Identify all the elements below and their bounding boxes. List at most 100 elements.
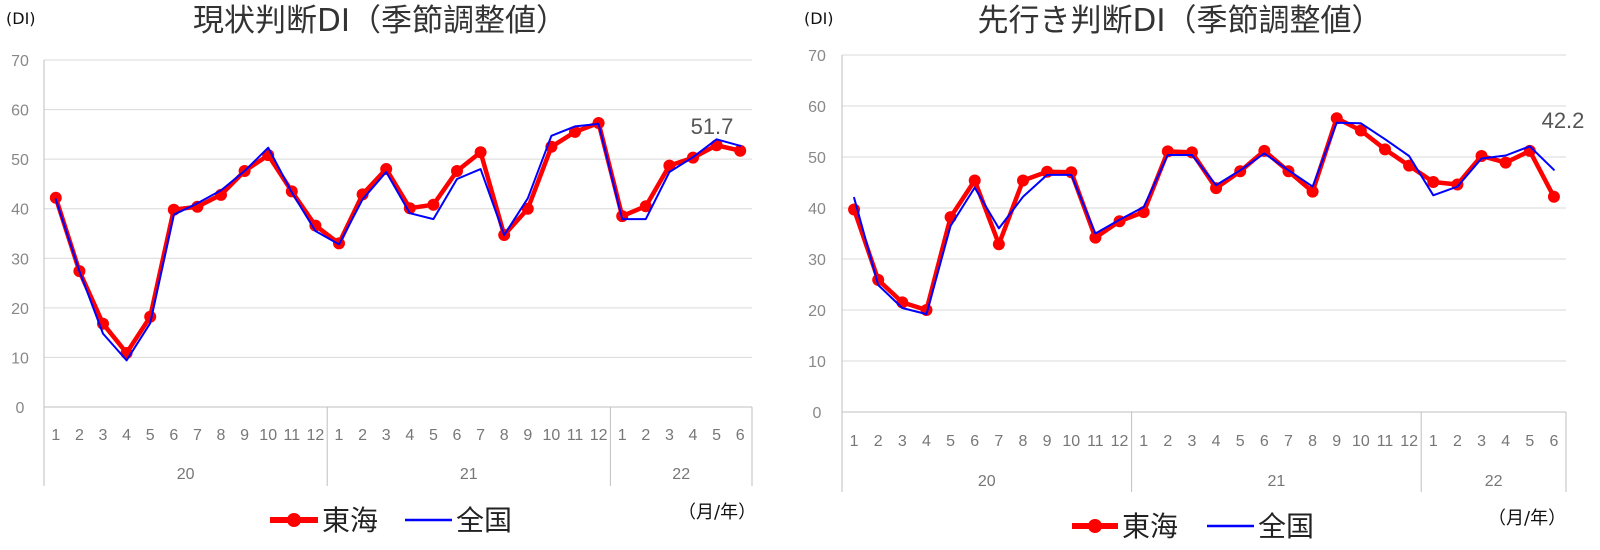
data-point-tokai bbox=[474, 146, 487, 159]
x-tick-label: 5 bbox=[429, 427, 438, 444]
y-tick-label: 20 bbox=[808, 303, 826, 320]
x-tick-label: 1 bbox=[335, 427, 344, 444]
x-tick-label: 10 bbox=[543, 427, 561, 444]
x-tick-label: 5 bbox=[1525, 433, 1534, 450]
data-point-tokai bbox=[1306, 185, 1319, 198]
x-tick-label: 8 bbox=[1019, 433, 1028, 450]
x-tick-label: 4 bbox=[405, 427, 414, 444]
chart-title: 先行き判断DI（季節調整値） bbox=[977, 3, 1382, 39]
y-tick-label: 30 bbox=[11, 251, 29, 268]
x-tick-label: 3 bbox=[898, 433, 907, 450]
x-tick-label: 6 bbox=[736, 427, 745, 444]
series-line-national bbox=[54, 122, 742, 362]
legend: 東海 全国 bbox=[1072, 510, 1314, 543]
data-point-tokai bbox=[639, 200, 652, 213]
data-point-tokai bbox=[1354, 124, 1367, 137]
end-value-label: 51.7 bbox=[691, 114, 734, 139]
x-tick-label: 2 bbox=[75, 427, 84, 444]
x-tick-label: 4 bbox=[122, 427, 131, 444]
data-point-tokai bbox=[309, 219, 322, 232]
x-tick-label: 3 bbox=[1477, 433, 1486, 450]
y-tick-label: 50 bbox=[808, 150, 826, 167]
x-tick-label: 2 bbox=[1163, 433, 1172, 450]
x-tick-label: 12 bbox=[590, 427, 608, 444]
outlook-di-chart-panel: 先行き判断DI（季節調整値） (DI) 0 10 20 30 40 50 60 70 1 2 3 4 5… bbox=[800, 0, 1600, 550]
x-tick-label: 9 bbox=[240, 427, 249, 444]
x-tick-label: 4 bbox=[689, 427, 698, 444]
x-tick-label: 12 bbox=[307, 427, 325, 444]
series-line-tokai bbox=[53, 120, 743, 356]
x-axis-unit: （月/年） bbox=[1488, 508, 1566, 529]
x-tick-label: 5 bbox=[712, 427, 721, 444]
year-label: 20 bbox=[177, 466, 195, 483]
x-tick-label: 1 bbox=[850, 433, 859, 450]
data-point-tokai bbox=[944, 211, 957, 224]
x-tick-label: 6 bbox=[453, 427, 462, 444]
data-point-tokai bbox=[1379, 143, 1391, 156]
y-tick-label: 0 bbox=[813, 405, 822, 422]
y-tick-label: 0 bbox=[16, 400, 25, 417]
data-point-tokai bbox=[992, 238, 1005, 251]
y-tick-label: 60 bbox=[808, 99, 826, 116]
legend: 東海 全国 bbox=[270, 504, 512, 537]
x-tick-label: 5 bbox=[1236, 433, 1245, 450]
x-tick-label: 9 bbox=[1043, 433, 1052, 450]
data-point-tokai bbox=[1210, 182, 1223, 195]
data-point-tokai bbox=[49, 191, 62, 204]
x-tick-label: 3 bbox=[1187, 433, 1196, 450]
y-tick-label: 30 bbox=[808, 252, 826, 269]
x-tick-label: 5 bbox=[946, 433, 955, 450]
x-tick-label: 4 bbox=[1212, 433, 1221, 450]
data-point-tokai bbox=[1475, 149, 1488, 162]
year-label: 22 bbox=[1485, 473, 1503, 490]
y-tick-label: 10 bbox=[808, 354, 826, 371]
x-tick-label: 1 bbox=[1429, 433, 1438, 450]
x-tick-label: 9 bbox=[1332, 433, 1341, 450]
x-tick-label: 1 bbox=[1139, 433, 1148, 450]
legend-label-national: 全国 bbox=[1258, 510, 1314, 543]
data-point-tokai bbox=[569, 125, 581, 138]
x-tick-label: 8 bbox=[1308, 433, 1317, 450]
x-tick-label: 2 bbox=[358, 427, 367, 444]
x-tick-label: 8 bbox=[500, 427, 509, 444]
data-point-tokai bbox=[1499, 156, 1512, 169]
x-tick-label: 1 bbox=[618, 427, 627, 444]
data-point-tokai bbox=[1427, 175, 1440, 188]
data-point-tokai bbox=[380, 163, 393, 176]
data-point-tokai bbox=[1330, 112, 1343, 125]
x-tick-label: 6 bbox=[169, 427, 178, 444]
data-point-tokai bbox=[403, 202, 416, 215]
x-tick-label: 4 bbox=[1501, 433, 1510, 450]
x-tick-label: 7 bbox=[994, 433, 1003, 450]
x-tick-label: 3 bbox=[665, 427, 674, 444]
x-tick-label: 4 bbox=[922, 433, 931, 450]
y-axis-unit: (DI) bbox=[6, 9, 36, 28]
x-tick-label: 10 bbox=[1352, 433, 1370, 450]
x-tick-label: 11 bbox=[1377, 433, 1394, 450]
legend-label-tokai: 東海 bbox=[1122, 510, 1178, 543]
x-tick-label: 11 bbox=[567, 427, 584, 444]
current-di-chart-panel: 現状判断DI（季節調整値） (DI) 0 10 20 30 40 50 60 70 1 2 3 4 5 6… bbox=[0, 0, 780, 550]
x-tick-label: 6 bbox=[1260, 433, 1269, 450]
legend-label-national: 全国 bbox=[456, 504, 512, 537]
x-tick-label: 11 bbox=[1087, 433, 1104, 450]
y-tick-label: 70 bbox=[11, 53, 29, 70]
data-point-tokai bbox=[1258, 144, 1271, 157]
x-axis-unit: （月/年） bbox=[678, 502, 756, 523]
x-tick-label: 2 bbox=[874, 433, 883, 450]
year-label: 22 bbox=[672, 466, 690, 483]
year-label: 21 bbox=[460, 466, 478, 483]
x-tick-label: 3 bbox=[99, 427, 108, 444]
data-point-tokai bbox=[427, 198, 440, 211]
y-tick-label: 40 bbox=[808, 201, 826, 218]
data-point-tokai bbox=[896, 296, 909, 309]
x-tick-label: 5 bbox=[146, 427, 155, 444]
data-point-tokai bbox=[451, 165, 463, 178]
chart-title: 現状判断DI（季節調整値） bbox=[193, 3, 567, 39]
x-tick-label: 11 bbox=[283, 427, 300, 444]
x-tick-label: 1 bbox=[51, 427, 60, 444]
legend-marker-tokai bbox=[287, 513, 301, 527]
x-tick-label: 9 bbox=[523, 427, 532, 444]
